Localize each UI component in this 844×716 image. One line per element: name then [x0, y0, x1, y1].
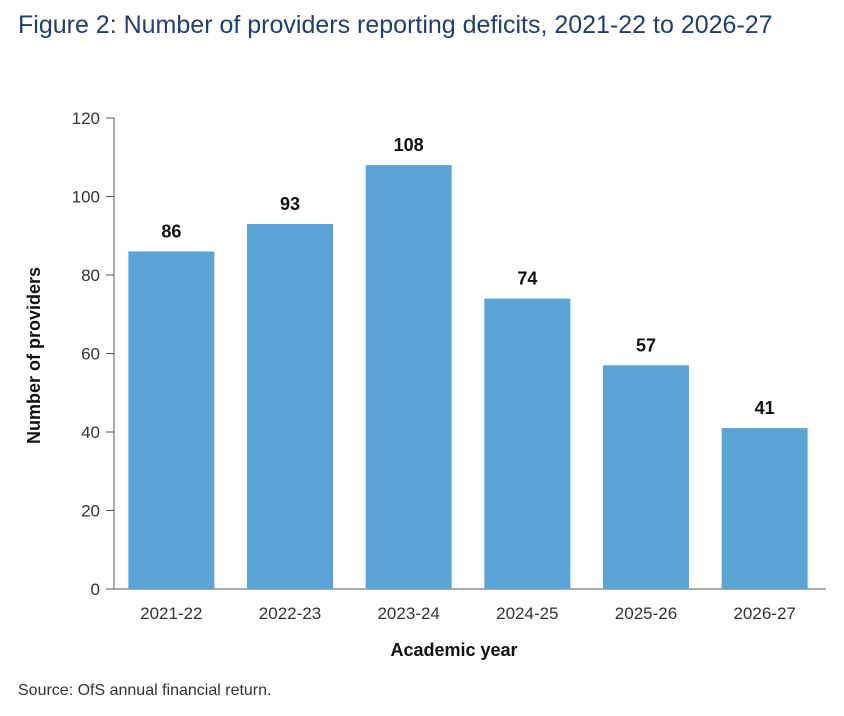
x-tick-label: 2023-24 — [377, 604, 439, 623]
data-labels: 86 93 108 74 57 41 — [161, 135, 774, 418]
data-label: 86 — [161, 221, 181, 241]
y-axis: 0 20 40 60 80 100 120 — [72, 109, 115, 599]
x-tick-label: 2025-26 — [615, 604, 677, 623]
bars — [128, 165, 808, 589]
y-tick-label: 100 — [72, 188, 100, 207]
x-tick-label: 2022-23 — [259, 604, 321, 623]
data-label: 93 — [280, 194, 300, 214]
y-tick-label: 40 — [81, 423, 100, 442]
y-tick-label: 20 — [81, 502, 100, 521]
data-label: 41 — [755, 398, 775, 418]
data-label: 74 — [517, 269, 537, 289]
x-axis: 2021-22 2022-23 2023-24 2024-25 2025-26 2026-… — [114, 588, 826, 623]
y-tick-label: 80 — [81, 266, 100, 285]
chart-title: Figure 2: Number of providers reporting … — [18, 11, 773, 39]
x-tick-label: 2021-22 — [140, 604, 202, 623]
y-axis-title: Number of providers — [24, 267, 44, 444]
y-tick-label: 0 — [91, 580, 100, 599]
source-note: Source: OfS annual financial return. — [18, 682, 272, 699]
bar — [484, 298, 571, 589]
bar — [128, 251, 215, 589]
y-tick-label: 60 — [81, 345, 100, 364]
x-tick-label: 2024-25 — [496, 604, 558, 623]
data-label: 108 — [394, 135, 424, 155]
bar — [721, 428, 808, 589]
bar — [247, 223, 333, 589]
x-tick-label: 2026-27 — [733, 604, 795, 623]
y-tick-label: 120 — [72, 109, 100, 128]
data-label: 57 — [636, 335, 656, 355]
bar — [365, 165, 452, 589]
x-axis-title: Academic year — [390, 640, 517, 660]
bar — [603, 365, 689, 589]
